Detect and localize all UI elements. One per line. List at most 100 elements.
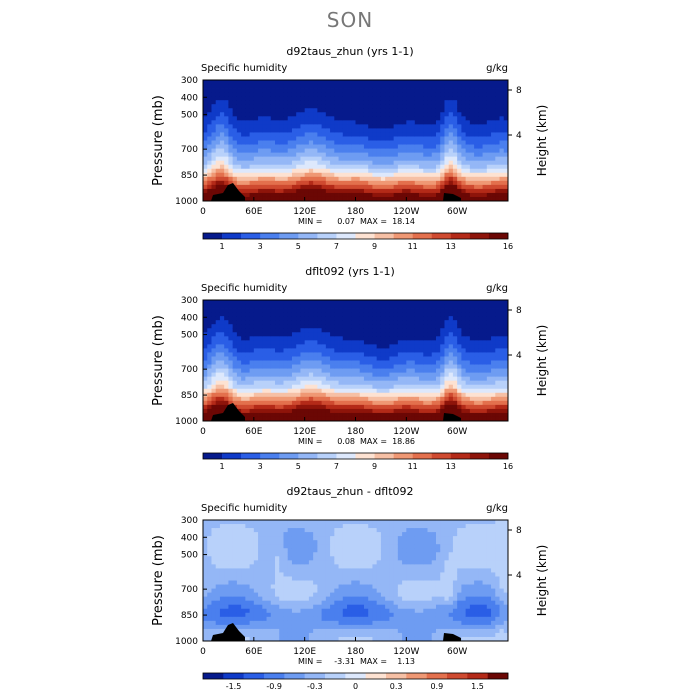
field-cell (283, 84, 289, 89)
field-cell (431, 88, 437, 93)
field-cell (291, 360, 297, 365)
field-cell (355, 192, 361, 198)
field-cell (241, 612, 246, 618)
field-cell (215, 84, 221, 89)
field-cell (232, 384, 238, 390)
field-cell (291, 176, 297, 182)
field-cell (478, 196, 483, 202)
field-cell (245, 608, 250, 614)
field-cell (482, 124, 488, 129)
field-cell (440, 140, 445, 145)
field-cell (351, 176, 356, 182)
field-cell (236, 624, 242, 630)
field-cell (241, 160, 246, 166)
field-cell (325, 132, 331, 137)
field-cell (211, 576, 217, 581)
field-cell (338, 128, 344, 133)
field-cell (423, 372, 428, 378)
field-cell (236, 160, 242, 166)
field-cell (368, 80, 373, 85)
field-cell (338, 368, 344, 373)
field-cell (287, 372, 293, 378)
field-cell (211, 96, 217, 101)
field-cell (397, 320, 403, 325)
field-cell (258, 132, 263, 137)
field-cell (258, 384, 263, 390)
field-cell (347, 184, 352, 190)
field-cell (380, 160, 386, 166)
field-cell (503, 416, 509, 422)
field-cell (266, 324, 272, 329)
field-cell (258, 372, 263, 378)
field-cell (359, 96, 365, 101)
field-cell (215, 388, 221, 394)
field-cell (448, 392, 454, 398)
field-cell (245, 412, 250, 418)
field-cell (469, 156, 475, 162)
field-cell (317, 412, 323, 418)
field-cell (495, 300, 500, 305)
field-cell (313, 384, 318, 390)
field-cell (296, 80, 301, 85)
field-cell (317, 96, 323, 101)
field-cell (478, 300, 483, 305)
field-cell (372, 320, 378, 325)
field-cell (338, 196, 344, 202)
field-cell (266, 636, 272, 642)
field-cell (342, 332, 348, 337)
field-cell (300, 332, 306, 337)
field-cell (503, 88, 509, 93)
field-cell (372, 308, 378, 313)
field-cell (385, 332, 390, 337)
field-cell (380, 192, 386, 198)
field-cell (440, 184, 445, 190)
field-cell (414, 108, 420, 113)
field-cell (452, 404, 458, 410)
field-cell (258, 180, 263, 186)
field-cell (427, 320, 433, 325)
field-cell (253, 408, 259, 414)
field-cell (397, 416, 403, 422)
field-cell (503, 136, 509, 141)
shaded-field (203, 300, 509, 422)
field-cell (457, 160, 462, 166)
field-cell (249, 564, 255, 569)
field-cell (219, 616, 225, 622)
field-cell (491, 368, 496, 373)
field-cell (224, 608, 229, 614)
panel-units-label: g/kg (486, 283, 508, 294)
field-cell (249, 180, 255, 186)
field-cell (419, 152, 424, 158)
field-cell (241, 608, 246, 614)
field-cell (397, 356, 403, 361)
field-cell (249, 524, 255, 529)
field-cell (203, 400, 208, 406)
field-cell (207, 108, 212, 113)
field-cell (363, 104, 369, 109)
field-cell (321, 320, 327, 325)
field-cell (491, 84, 496, 89)
field-cell (266, 396, 272, 402)
field-cell (296, 300, 301, 305)
field-cell (232, 400, 238, 406)
field-cell (380, 312, 386, 317)
field-cell (224, 536, 229, 541)
field-cell (363, 116, 369, 121)
field-cell (385, 412, 390, 418)
field-cell (503, 120, 509, 125)
field-cell (435, 108, 441, 113)
field-cell (495, 372, 500, 378)
field-cell (203, 568, 208, 573)
field-cell (219, 312, 225, 317)
field-cell (241, 524, 246, 529)
field-cell (211, 568, 217, 573)
field-cell (203, 592, 208, 598)
field-cell (486, 100, 492, 105)
field-cell (414, 184, 420, 190)
field-cell (478, 88, 483, 93)
field-cell (321, 304, 327, 309)
field-cell (211, 388, 217, 394)
field-cell (486, 88, 492, 93)
field-cell (283, 404, 289, 410)
field-cell (258, 632, 263, 638)
